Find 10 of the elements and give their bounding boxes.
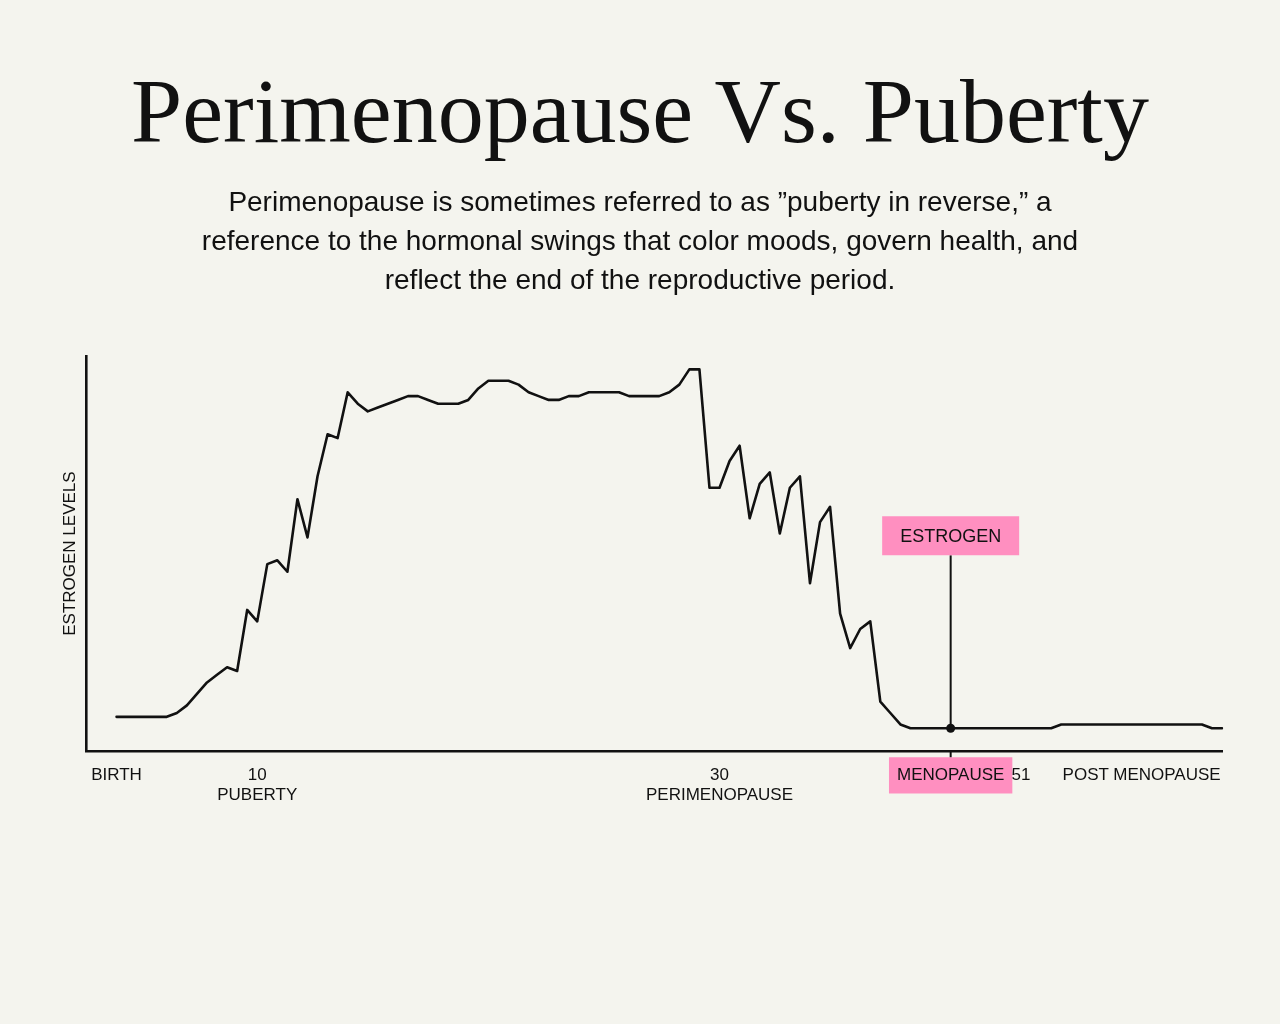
x-tick-label: 51: [1011, 765, 1031, 785]
annotation: ESTROGEN: [900, 525, 1002, 546]
x-tick-label: MENOPAUSE: [896, 765, 1005, 785]
x-tick-label: BIRTH: [91, 765, 142, 785]
x-tick-label: 10 PUBERTY: [217, 765, 298, 805]
y-axis-title: ESTROGEN LEVELS: [59, 471, 79, 636]
chart-title: Perimenopause Vs. Puberty: [130, 59, 1150, 164]
x-tick-label: POST MENOPAUSE: [1062, 765, 1221, 785]
chart-subtitle: Perimenopause is sometimes referred to as ”puberty in reverse,” a reference to the hormonal swings that color moods, govern health, and reflect the end of the reproductive period.: [200, 185, 1080, 297]
x-tick-label: 30 PERIMENOPAUSE: [645, 765, 794, 805]
